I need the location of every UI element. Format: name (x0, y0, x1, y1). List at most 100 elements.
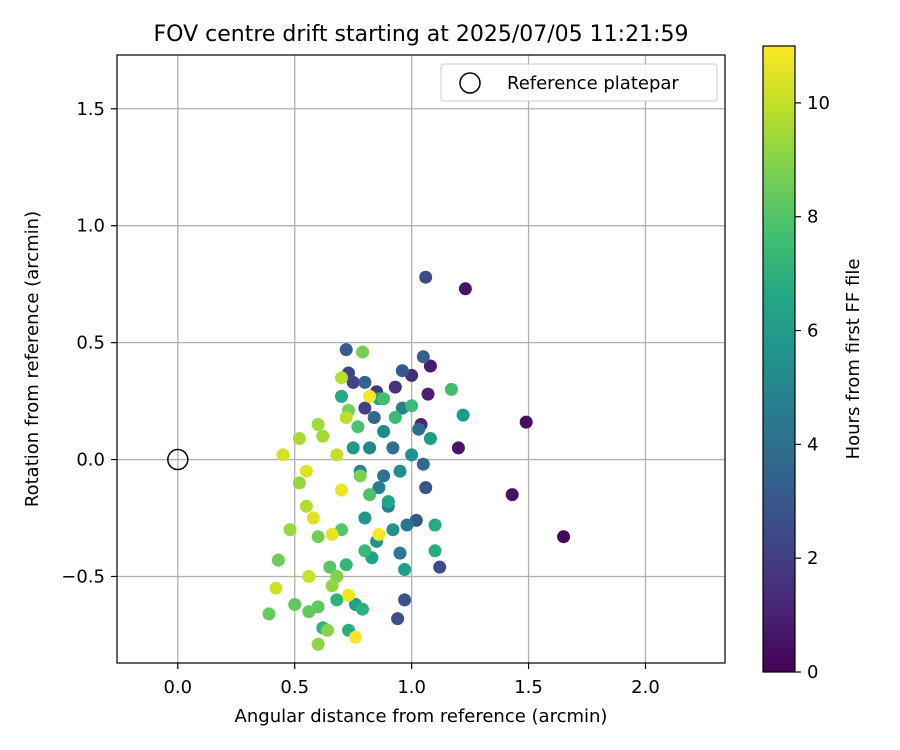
data-point (292, 432, 306, 445)
data-point (311, 530, 325, 544)
data-point (311, 418, 325, 431)
colorbar-ticks: 0 2 4 6 8 10 (795, 93, 830, 683)
x-tick-label: 0.0 (163, 677, 192, 698)
data-point (358, 544, 372, 558)
data-point (325, 527, 339, 541)
data-point (395, 364, 409, 378)
data-point (458, 282, 472, 296)
data-point (358, 401, 372, 415)
data-point (412, 422, 426, 436)
data-point (456, 408, 470, 422)
data-point (363, 389, 377, 403)
data-point (271, 553, 285, 567)
data-point (269, 581, 283, 595)
data-point (299, 499, 313, 513)
data-point (262, 607, 276, 621)
data-point (423, 432, 437, 445)
data-point (276, 448, 290, 462)
colorbar-tick-label: 10 (807, 93, 830, 114)
data-point (398, 563, 412, 576)
colorbar-tick-label: 8 (807, 207, 818, 228)
data-point (292, 476, 306, 490)
data-point (321, 623, 334, 637)
data-point (428, 518, 442, 532)
data-point (339, 343, 353, 357)
data-point (557, 530, 571, 544)
data-point (330, 448, 344, 462)
data-point (358, 375, 372, 389)
data-point (349, 630, 362, 644)
y-axis-ticks: −0.5 0.0 0.5 1.0 1.5 (61, 99, 117, 587)
data-point (353, 469, 367, 483)
data-point (405, 448, 419, 462)
data-point (377, 469, 391, 483)
y-tick-label: 1.5 (76, 99, 105, 120)
data-point (393, 464, 407, 478)
data-point (339, 411, 353, 424)
data-point (283, 523, 297, 537)
data-point (400, 518, 414, 532)
data-point (416, 350, 430, 364)
data-point (335, 371, 348, 385)
data-point (419, 270, 433, 284)
y-tick-label: 0.5 (76, 333, 105, 354)
data-point (519, 415, 533, 429)
y-tick-label: 0.0 (76, 450, 105, 471)
data-point (428, 544, 442, 558)
data-point (372, 527, 386, 541)
grid-lines (117, 55, 725, 663)
data-point (302, 605, 316, 619)
legend: Reference platepar (440, 63, 718, 102)
data-point (393, 546, 407, 560)
data-point (372, 481, 386, 495)
y-tick-label: 1.0 (76, 216, 105, 237)
y-axis-label: Rotation from reference (arcmin) (22, 211, 43, 507)
data-point (451, 441, 465, 455)
data-point (356, 602, 369, 616)
colorbar-label: Hours from first FF file (843, 259, 864, 460)
data-point (302, 570, 316, 583)
legend-box (440, 63, 718, 102)
y-tick-label: −0.5 (61, 566, 105, 587)
data-point (377, 425, 391, 438)
data-point (377, 392, 391, 406)
colorbar-gradient (762, 45, 796, 673)
data-point (444, 382, 458, 396)
data-point (416, 457, 430, 471)
data-point (306, 511, 320, 525)
data-point (398, 593, 412, 607)
data-point (381, 495, 395, 509)
colorbar-tick-label: 0 (807, 662, 818, 683)
x-tick-label: 1.5 (514, 677, 543, 698)
data-point (419, 481, 433, 495)
data-point (386, 523, 400, 537)
data-point (388, 380, 402, 394)
x-tick-label: 1.0 (397, 677, 426, 698)
data-point (358, 511, 372, 525)
data-points (262, 270, 571, 651)
legend-marker (459, 72, 481, 94)
legend-label: Reference platepar (507, 73, 679, 94)
data-point (288, 598, 302, 611)
data-point (342, 588, 355, 602)
x-tick-label: 2.0 (631, 677, 660, 698)
data-point (339, 558, 353, 572)
data-point (311, 637, 325, 651)
x-axis-ticks: 0.0 0.5 1.0 1.5 2.0 (163, 663, 660, 698)
data-point (391, 612, 405, 626)
x-tick-label: 0.5 (280, 677, 309, 698)
data-point (346, 441, 360, 455)
data-point (386, 441, 400, 455)
data-point (363, 441, 377, 455)
colorbar-tick-label: 6 (807, 321, 818, 342)
data-point (423, 359, 437, 373)
data-point (330, 593, 344, 607)
data-point (363, 488, 377, 502)
data-point (316, 429, 330, 443)
data-point (405, 399, 419, 413)
data-point (323, 560, 337, 574)
data-point (325, 579, 339, 593)
x-axis-label: Angular distance from reference (arcmin) (235, 706, 608, 727)
data-point (433, 560, 447, 574)
